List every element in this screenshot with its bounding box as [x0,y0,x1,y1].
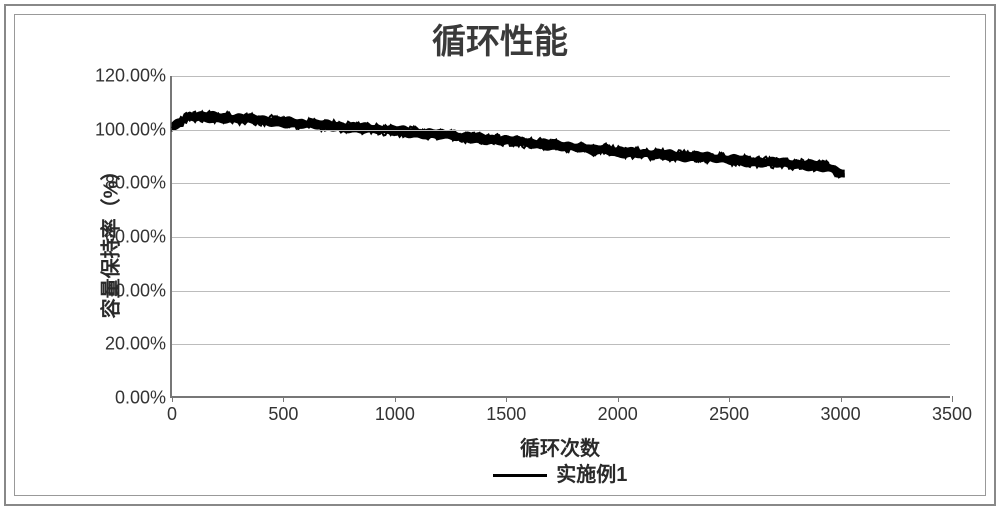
legend-line [493,474,547,477]
y-tick-label: 100.00% [95,119,166,140]
legend: 实施例1 [170,458,950,487]
x-tick [283,396,284,402]
x-tick-label: 1000 [375,404,415,425]
series-band [172,111,844,177]
y-tick-label: 120.00% [95,66,166,87]
x-tick [395,396,396,402]
legend-label: 实施例1 [556,464,627,486]
gridline-h [172,183,950,184]
x-tick [172,396,173,402]
series-svg [172,76,950,396]
x-tick-label: 1500 [486,404,526,425]
gridline-h [172,237,950,238]
x-tick [618,396,619,402]
x-tick-label: 3500 [932,404,972,425]
x-tick-label: 0 [167,404,177,425]
x-tick [841,396,842,402]
gridline-h [172,130,950,131]
plot-area: 0.00%20.00%40.00%60.00%80.00%100.00%120.… [170,76,950,398]
gridline-h [172,76,950,77]
y-axis-title: 容量保持率（%） [94,161,123,319]
x-tick [952,396,953,402]
x-tick [506,396,507,402]
x-tick [729,396,730,402]
x-tick-label: 2000 [598,404,638,425]
x-axis-title: 循环次数 [170,432,950,461]
gridline-h [172,344,950,345]
y-tick-label: 20.00% [105,334,166,355]
x-tick-label: 500 [268,404,298,425]
x-tick-label: 3000 [821,404,861,425]
chart-title: 循环性能 [0,14,1000,63]
y-tick-label: 0.00% [115,388,166,409]
x-tick-label: 2500 [709,404,749,425]
gridline-h [172,291,950,292]
